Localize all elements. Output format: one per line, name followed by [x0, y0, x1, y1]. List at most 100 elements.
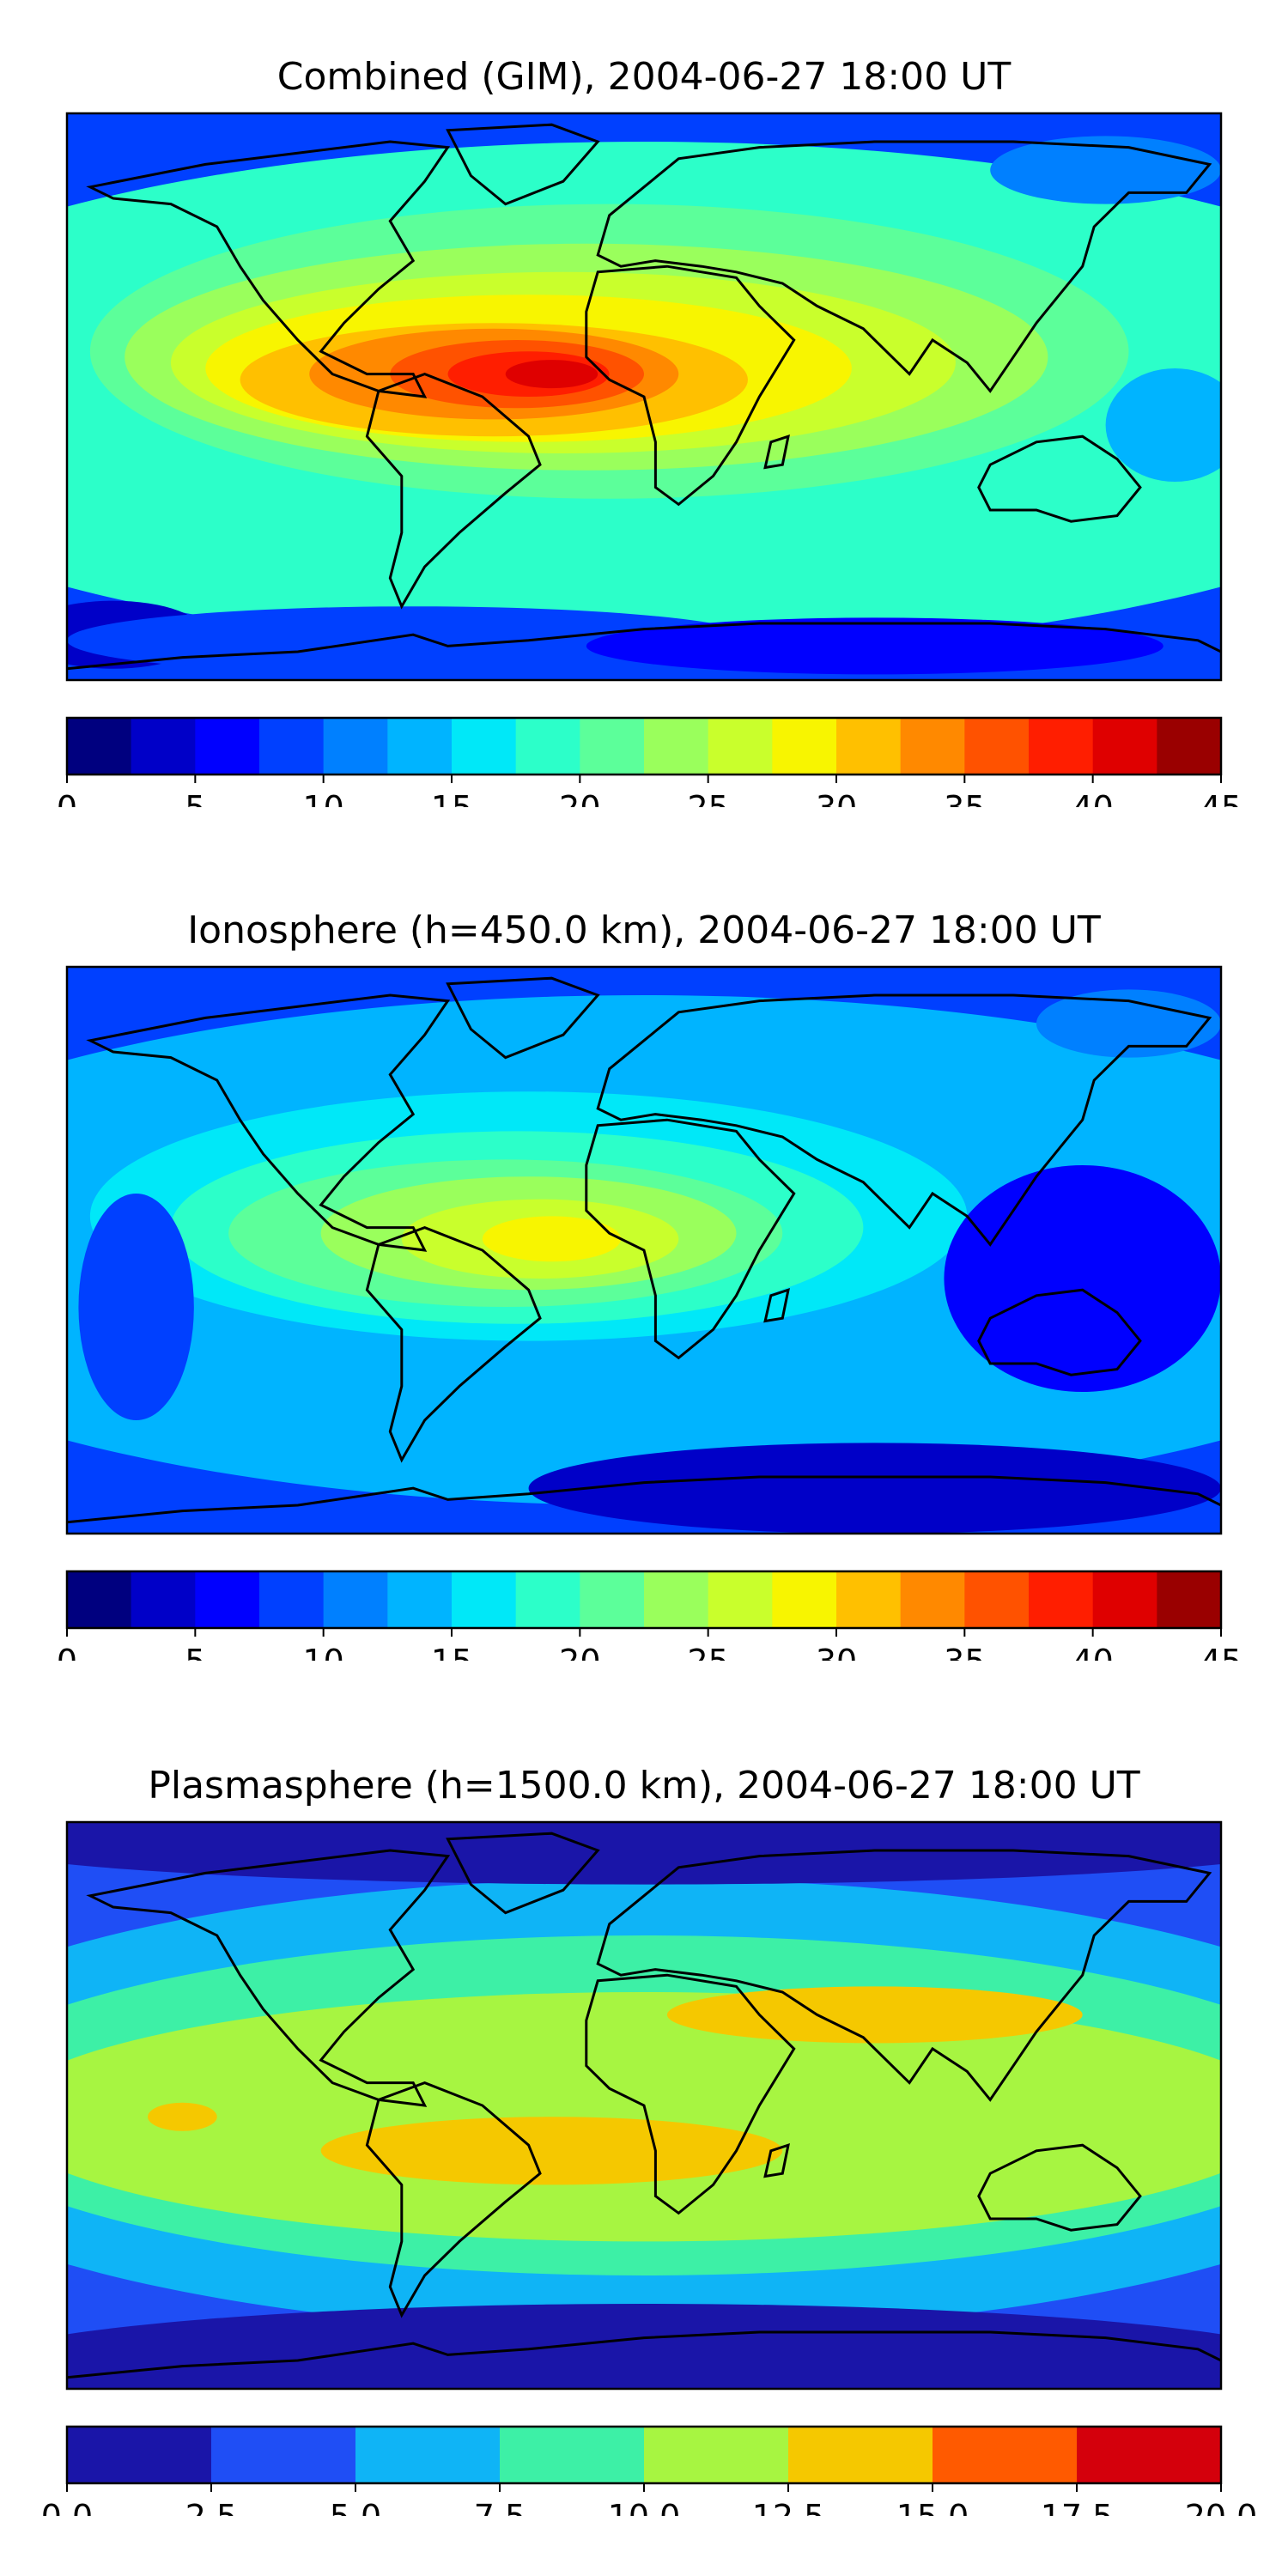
colorbar-segment	[131, 718, 196, 775]
panel3-title: Plasmasphere (h=1500.0 km), 2004-06-27 1…	[148, 1764, 1140, 1807]
contour-level-2	[67, 1992, 1221, 2242]
colorbar-segment	[323, 1571, 388, 1628]
coastline	[977, 2143, 1142, 2232]
colorbar-segment	[67, 1571, 132, 1628]
colorbar-segment	[964, 1571, 1030, 1628]
coastline	[365, 1225, 542, 1463]
colorbar-segment	[195, 1571, 260, 1628]
colorbar-segment	[500, 2427, 645, 2483]
colorbar-segment	[580, 718, 645, 775]
coastline	[585, 1973, 796, 2215]
coastline	[596, 993, 1212, 1247]
colorbar-segment	[580, 1571, 645, 1628]
coastline	[977, 434, 1142, 523]
colorbar-segment	[259, 1571, 325, 1628]
colorbar-tick-label: 45	[1200, 1643, 1242, 1661]
coastline	[67, 2330, 1221, 2379]
colorbar-tick-label: 40	[1072, 789, 1113, 807]
colorbar-tick-label: 0.0	[41, 2498, 93, 2516]
colorbar-segment	[1092, 718, 1157, 775]
colorbar-frame	[65, 716, 1223, 776]
coastline	[977, 1288, 1142, 1376]
colorbar-tick-label: 20	[559, 1643, 600, 1661]
colorbar-segment	[515, 1571, 580, 1628]
colorbar-segment	[211, 2427, 356, 2483]
coastline	[763, 434, 790, 470]
coastline	[585, 1118, 796, 1360]
colorbar-segment	[644, 718, 709, 775]
contour-level-4	[320, 2117, 783, 2185]
contour-level-6	[67, 2304, 1221, 2389]
colorbar-segment	[644, 2427, 789, 2483]
colorbar-tick-label: 17.5	[1041, 2498, 1114, 2516]
colorbar-tick-label: 15	[431, 1643, 472, 1661]
contour-level-7	[944, 1165, 1221, 1392]
colorbar-segment	[772, 1571, 837, 1628]
colorbar-segment	[900, 1571, 965, 1628]
coastline	[86, 1849, 451, 2107]
colorbar-segment	[788, 2427, 933, 2483]
map-frame	[65, 1820, 1223, 2391]
colorbar-tick-label: 35	[944, 1643, 985, 1661]
colorbar-segment	[452, 718, 517, 775]
coastline	[446, 976, 600, 1060]
contour-level-7	[67, 1822, 1221, 1885]
colorbar-segment	[708, 1571, 773, 1628]
colorbar-segment	[67, 2427, 212, 2483]
colorbar-segment	[259, 718, 325, 775]
colorbar-tick-label: 45	[1200, 789, 1242, 807]
colorbar-tick-label: 20.0	[1185, 2498, 1258, 2516]
coastline	[86, 993, 451, 1252]
coastline	[86, 140, 451, 398]
colorbar-segment	[836, 1571, 902, 1628]
colorbar-segment	[452, 1571, 517, 1628]
colorbar-segment	[131, 1571, 196, 1628]
colorbar-segment	[323, 718, 388, 775]
colorbar-segment	[1157, 1571, 1222, 1628]
colorbar-segment	[900, 718, 965, 775]
panel1-title: Combined (GIM), 2004-06-27 18:00 UT	[276, 55, 1012, 99]
colorbar-tick-label: 10	[302, 789, 343, 807]
contour-level-5	[148, 2102, 217, 2131]
colorbar-segment	[1157, 718, 1222, 775]
coastline	[67, 1475, 1221, 1524]
colorbar-tick-label: 25	[687, 789, 728, 807]
colorbar-tick-label: 15.0	[896, 2498, 969, 2516]
colorbar-segment	[1029, 718, 1094, 775]
colorbar-segment	[67, 718, 132, 775]
panel1-map: 0 5 10 15 20 25 30 35 40 45	[57, 112, 1242, 807]
colorbar-segment	[772, 718, 837, 775]
panel2-title: Ionosphere (h=450.0 km), 2004-06-27 18:0…	[187, 908, 1101, 952]
colorbar-tick-label: 25	[687, 1643, 728, 1661]
colorbar-segment	[1092, 1571, 1157, 1628]
colorbar-tick-label: 5	[185, 1643, 205, 1661]
coastline	[763, 2142, 790, 2178]
map-frame	[65, 965, 1223, 1535]
colorbar-frame	[65, 1570, 1223, 1630]
colorbar-segment	[387, 1571, 453, 1628]
map-frame	[65, 112, 1223, 682]
colorbar-tick-label: 7.5	[474, 2498, 526, 2516]
coastline	[596, 1849, 1212, 2102]
contour-level-14	[1105, 368, 1221, 482]
colorbar-segment	[1077, 2427, 1222, 2483]
colorbar-tick-label: 15	[431, 789, 472, 807]
colorbar-tick-label: 30	[816, 789, 857, 807]
coastline	[365, 2081, 542, 2318]
colorbar-segment	[644, 1571, 709, 1628]
colorbar-segment	[933, 2427, 1078, 2483]
contour-level-6	[482, 1216, 622, 1262]
contour-field	[67, 1822, 1221, 2389]
colorbar-tick-label: 10.0	[608, 2498, 681, 2516]
contour-level-12	[586, 617, 1163, 675]
colorbar-tick-label: 12.5	[752, 2498, 825, 2516]
colorbar-tick-label: 5	[185, 789, 205, 807]
coastline	[446, 1832, 600, 1915]
colorbar-segment	[515, 718, 580, 775]
colorbar-segment	[355, 2427, 501, 2483]
colorbar-tick-label: 30	[816, 1643, 857, 1661]
contour-level-9	[505, 360, 598, 389]
colorbar-segment	[708, 718, 773, 775]
coastline	[446, 123, 600, 206]
contour-level-13	[990, 136, 1221, 204]
